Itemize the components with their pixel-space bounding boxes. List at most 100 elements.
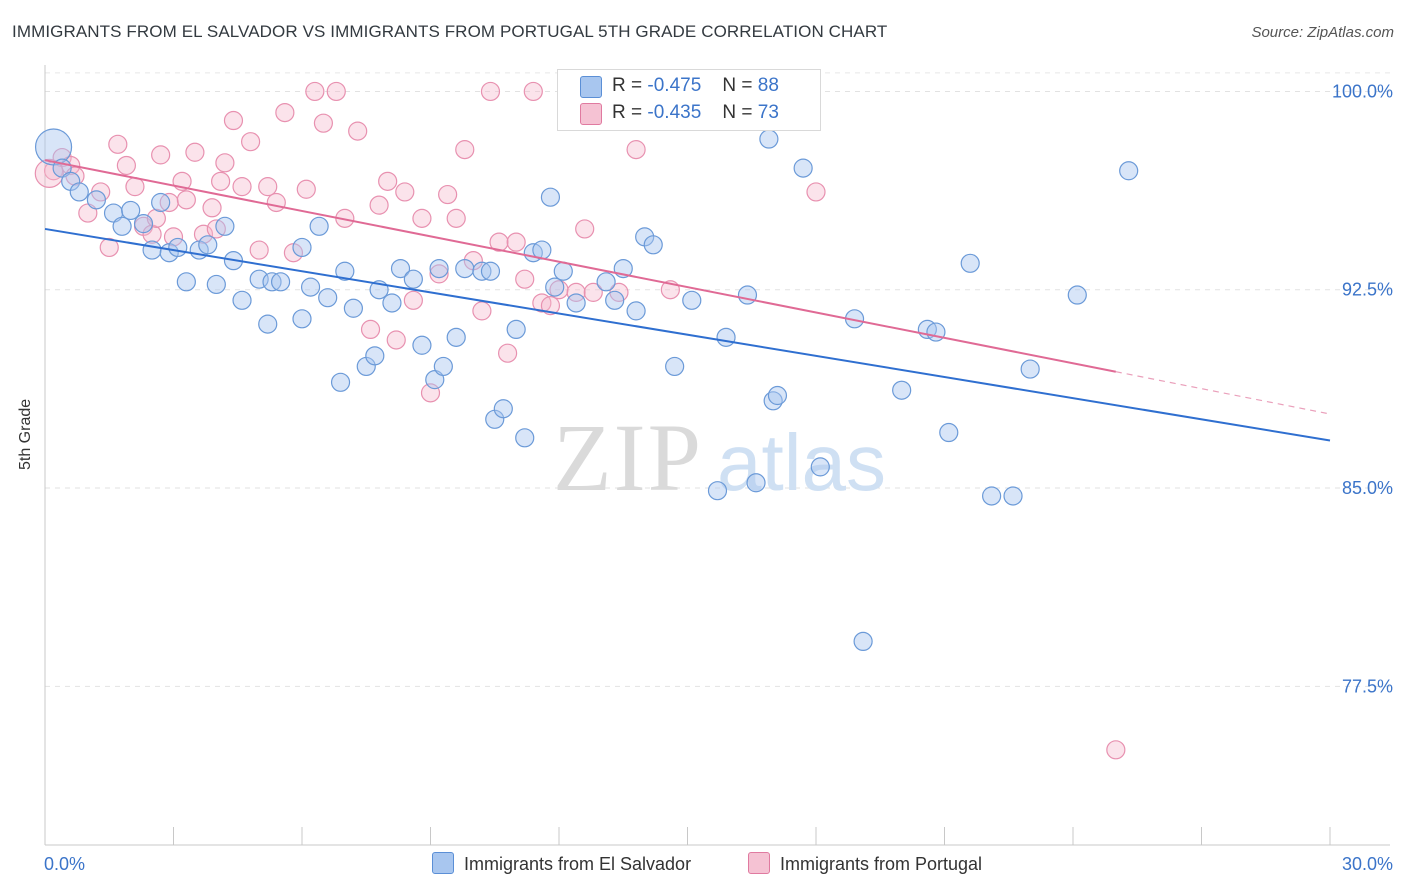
point-el-salvador [853,631,873,652]
point-el-salvador [318,288,338,308]
point-el-salvador [176,272,196,292]
point-el-salvador [455,258,475,279]
point-el-salvador [69,182,89,202]
point-portugal [258,177,278,197]
legend-r-value-el-salvador: -0.475 [647,75,702,96]
point-portugal [455,140,475,160]
point-portugal [412,208,432,228]
point-el-salvador [540,187,561,207]
point-el-salvador [493,399,513,419]
point-el-salvador [433,356,453,377]
bottom-legend-el-salvador: Immigrants from El Salvador [432,852,691,875]
point-portugal [99,237,119,258]
point-portugal [163,227,184,247]
point-el-salvador [330,372,351,392]
legend-r-label: R = [612,75,643,96]
bottom-legend-label-el-salvador: Immigrants from El Salvador [464,854,692,874]
correlation-legend: R = -0.475 N = 88 R = -0.435 N = 73 [557,69,821,131]
bottom-legend-swatch-el-salvador [432,852,454,874]
point-el-salvador [480,261,501,281]
point-el-salvador [626,301,646,321]
point-el-salvador [335,261,355,281]
tick-labels: 100.0% 92.5% 85.0% 77.5% 0.0% 30.0% [44,81,1393,874]
point-el-salvador [1119,161,1139,181]
legend-n-value-portugal: 73 [757,102,779,123]
point-portugal [193,224,214,244]
point-portugal [326,81,346,102]
point-portugal [369,195,389,215]
point-el-salvador [982,486,1002,506]
legend-n-label: N = [722,75,753,96]
point-portugal [275,102,295,123]
point-el-salvador [133,214,154,234]
point-el-salvador [343,298,363,318]
point-portugal [395,182,415,202]
point-portugal [506,232,526,252]
point-el-salvador [309,216,329,236]
point-portugal [403,290,423,310]
point-el-salvador [151,192,171,213]
trend-line-portugal [44,159,1117,373]
point-portugal [489,232,509,252]
point-portugal [211,171,231,191]
point-el-salvador [960,253,980,273]
watermark-atlas: atlas [717,418,886,507]
point-el-salvador [515,428,535,448]
point-portugal [176,190,196,210]
point-el-salvador [1067,285,1087,305]
point-el-salvador [270,272,291,292]
point-el-salvador [215,216,235,236]
point-el-salvador [892,380,912,400]
point-el-salvador [665,356,685,377]
point-portugal [296,179,316,199]
point-el-salvador [810,457,830,477]
point-el-salvador [643,235,663,255]
y-tick-label: 85.0% [1342,478,1393,498]
legend-r-value-portugal: -0.435 [647,102,702,123]
point-portugal [540,296,561,316]
legend-n-label: N = [722,102,753,123]
x-tick-label: 0.0% [44,854,85,874]
x-tick-label: 30.0% [1342,854,1393,874]
point-portugal [360,319,381,340]
point-portugal [223,110,244,131]
axes [44,65,1390,846]
point-portugal [249,240,269,260]
point-portugal [305,81,325,102]
point-portugal [241,132,261,152]
watermark: ZIP atlas [553,404,886,511]
point-portugal [626,140,646,160]
point-portugal [472,301,492,321]
bottom-legend-swatch-portugal [748,852,770,874]
point-el-salvador [707,481,728,501]
point-portugal [202,198,222,218]
point-portugal [386,330,406,350]
point-el-salvador [716,327,736,347]
point-portugal [515,269,535,289]
point-el-salvador [382,293,402,313]
point-portugal [438,184,458,205]
point-portugal [215,153,235,173]
point-el-salvador [168,237,188,258]
point-el-salvador [605,290,625,310]
point-el-salvador [446,327,466,347]
point-portugal [498,343,518,363]
watermark-zip: ZIP [553,404,703,511]
point-el-salvador [86,190,107,210]
point-portugal [446,208,466,228]
point-portugal [566,282,586,302]
point-el-salvador [429,258,449,279]
trend-lines [44,159,1331,442]
trend-line-portugal-extension [1115,371,1331,415]
point-el-salvador [793,158,813,178]
point-portugal [116,155,136,176]
point-portugal [378,171,398,191]
point-el-salvador [759,129,779,149]
point-portugal [313,113,334,133]
source-credit: Source: ZipAtlas.com [1251,24,1394,41]
point-portugal [583,282,603,302]
trend-line-el-salvador [44,227,1331,442]
point-el-salvador [292,237,312,258]
point-portugal [429,264,449,284]
bottom-legend-portugal: Immigrants from Portugal [748,852,982,875]
